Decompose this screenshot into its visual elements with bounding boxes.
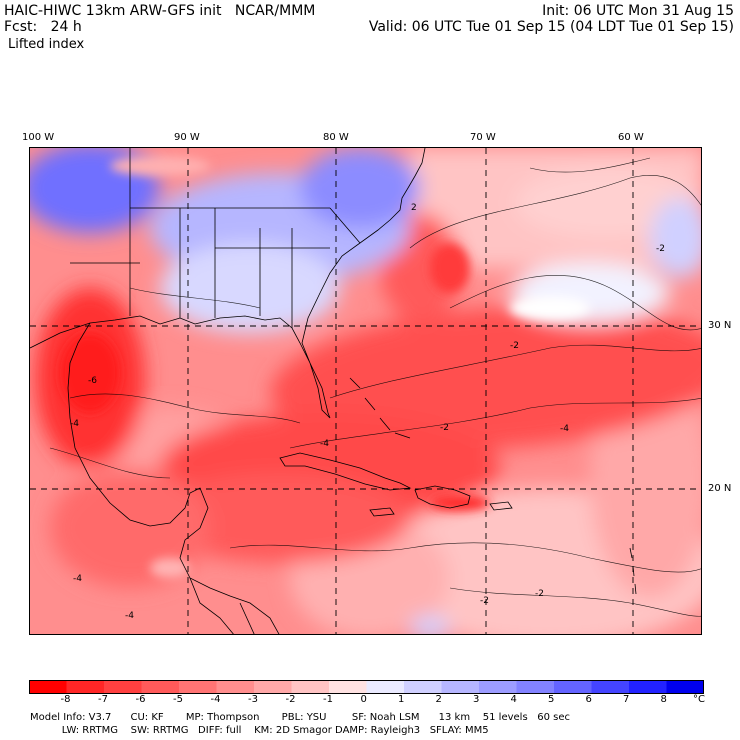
colorbar-tick-label: 6: [585, 694, 592, 705]
colorbar-tick-label: -4: [210, 694, 221, 705]
colorbar-tick-label: 1: [398, 694, 405, 705]
contour-label: -2: [440, 423, 449, 433]
field-name: Lifted index: [8, 37, 85, 52]
coastlines: [30, 148, 637, 634]
colorbar-tick-label: 0: [360, 694, 367, 705]
field-detail: [60, 156, 590, 578]
colorbar-tick-label: -2: [285, 694, 296, 705]
contour-label: -4: [73, 574, 82, 584]
contour-label: -2: [656, 244, 665, 254]
colorbar-tick-label: 2: [435, 694, 442, 705]
lon-label-60w: 60 W: [618, 132, 644, 143]
colorbar-swatch: [441, 680, 480, 694]
model-info-line1: Model Info: V3.7 CU: KF MP: Thompson PBL…: [30, 712, 570, 723]
lon-label-100w: 100 W: [22, 132, 55, 143]
colorbar-tick-label: -5: [173, 694, 183, 705]
contour-label: -2: [480, 596, 489, 606]
field-shading: [30, 148, 701, 634]
forecast-hour: Fcst: 24 h: [4, 19, 82, 35]
lon-label-70w: 70 W: [470, 132, 496, 143]
contour-label: -4: [560, 424, 569, 434]
lat-label-30n: 30 N: [708, 320, 732, 331]
header-title: HAIC-HIWC 13km ARW-GFS init NCAR/MMM: [4, 3, 316, 19]
contour-label: -4: [125, 611, 134, 621]
lon-label-80w: 80 W: [323, 132, 349, 143]
colorbar-swatch: [216, 680, 255, 694]
model-info-line2: LW: RRTMG SW: RRTMG DIFF: full KM: 2D Sm…: [30, 725, 489, 736]
colorbar-swatch: [516, 680, 555, 694]
colorbar-tick-label: -8: [60, 694, 71, 705]
contour-label: -6: [88, 376, 97, 386]
colorbar-swatch: [366, 680, 405, 694]
colorbar-swatch: [254, 680, 292, 694]
colorbar: [29, 680, 704, 694]
colorbar-swatch: [554, 680, 592, 694]
colorbar-tick-label: -1: [323, 694, 333, 705]
contour-label: -2: [510, 341, 519, 351]
valid-time: Valid: 06 UTC Tue 01 Sep 15 (04 LDT Tue …: [368, 19, 734, 35]
contour-label: 2: [411, 203, 417, 213]
init-time: Init: 06 UTC Mon 31 Aug 15: [542, 3, 734, 19]
colorbar-tick-label: 4: [510, 694, 517, 705]
colorbar-swatch: [66, 680, 105, 694]
colorbar-border: [29, 680, 704, 694]
colorbar-swatch: [104, 680, 142, 694]
colorbar-unit: °C: [693, 694, 705, 705]
colorbar-swatch: [141, 680, 180, 694]
contour-label: -2: [535, 589, 544, 599]
contour-label: -4: [70, 419, 79, 429]
colorbar-tick-label: 5: [548, 694, 555, 705]
colorbar-swatch: [479, 680, 517, 694]
colorbar-tick-label: -6: [135, 694, 146, 705]
colorbar-swatch: [179, 680, 217, 694]
colorbar-tick-label: -7: [98, 694, 108, 705]
colorbar-swatch: [291, 680, 330, 694]
colorbar-swatch: [591, 680, 630, 694]
colorbar-swatch: [329, 680, 367, 694]
colorbar-swatch: [666, 680, 704, 694]
lifted-index-map: 2 -2 -2 -2 -4 -4 -6 -4 -2 -4 -4 -2: [29, 147, 702, 635]
colorbar-swatch: [29, 680, 67, 694]
contour-label: -4: [320, 439, 329, 449]
latlon-grid: [30, 148, 701, 634]
colorbar-swatch: [629, 680, 667, 694]
colorbar-tick-label: 7: [623, 694, 630, 705]
colorbar-tick-label: 8: [660, 694, 667, 705]
colorbar-tick-label: -3: [248, 694, 258, 705]
colorbar-swatch: [404, 680, 442, 694]
lon-label-90w: 90 W: [174, 132, 200, 143]
colorbar-tick-label: 3: [473, 694, 480, 705]
lat-label-20n: 20 N: [708, 483, 732, 494]
contour-value-labels: 2 -2 -2 -2 -4 -4 -6 -4 -2 -4 -4 -2: [70, 203, 665, 621]
